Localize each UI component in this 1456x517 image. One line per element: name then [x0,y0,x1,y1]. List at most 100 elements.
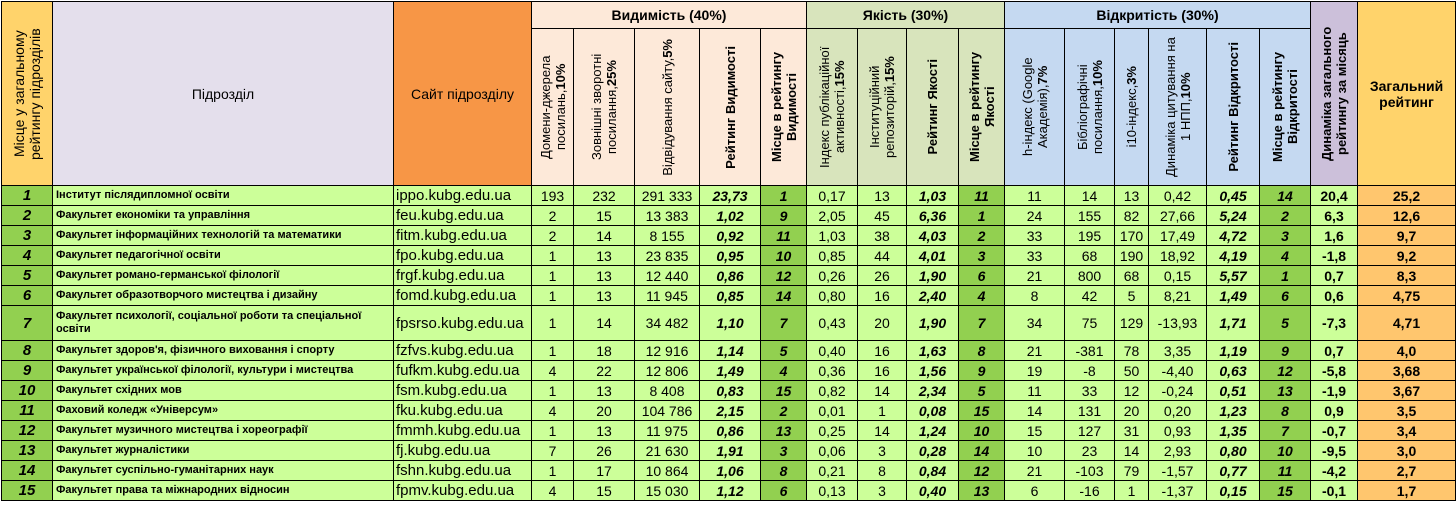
site-link[interactable]: fpsrso.kubg.edu.ua [393,305,532,341]
dynamics-cell: 0,6 [1310,285,1358,306]
site-link[interactable]: fzfvs.kubg.edu.ua [393,340,532,361]
site-link[interactable]: fshn.kubg.edu.ua [393,460,532,481]
visits-cell: 13 383 [634,205,700,226]
citation-dynamics-cell: 2,93 [1148,440,1207,461]
domains-cell: 1 [531,420,574,441]
publication-index-cell: 2,05 [806,205,858,226]
openness-place-cell: 4 [1259,245,1311,266]
bibliographic-cell: 75 [1064,305,1115,341]
visits-cell: 291 333 [634,185,700,206]
publication-index-cell: 0,06 [806,440,858,461]
domains-cell: 1 [531,340,574,361]
quality-rating-cell: 1,03 [906,185,959,206]
i10-index-cell: 12 [1114,380,1149,401]
i10-index-cell: 79 [1114,460,1149,481]
visibility-place-cell: 2 [760,400,807,421]
repository-cell: 38 [857,225,907,246]
site-link[interactable]: fomd.kubg.edu.ua [393,285,532,306]
dynamics-cell: -5,8 [1310,360,1358,381]
total-rating-cell: 12,6 [1357,205,1456,226]
rank-cell: 14 [1,460,53,481]
domains-cell: 1 [531,305,574,341]
quality-place-cell: 3 [958,245,1005,266]
backlinks-cell: 232 [573,185,635,206]
header-visibility-group: Видимість (40%) [531,1,807,29]
unit-cell: Факультет східних мов [52,380,394,401]
openness-place-cell: 13 [1259,380,1311,401]
site-link[interactable]: fufkm.kubg.edu.ua [393,360,532,381]
backlinks-cell: 13 [573,285,635,306]
backlinks-cell: 13 [573,265,635,286]
i10-index-cell: 5 [1114,285,1149,306]
quality-place-cell: 8 [958,340,1005,361]
citation-dynamics-cell: 0,93 [1148,420,1207,441]
site-link[interactable]: fj.kubg.edu.ua [393,440,532,461]
header-visibility-col-3: Рейтинг Видимості [699,28,761,186]
visits-cell: 23 835 [634,245,700,266]
site-link[interactable]: fku.kubg.edu.ua [393,400,532,421]
site-link[interactable]: feu.kubg.edu.ua [393,205,532,226]
repository-cell: 45 [857,205,907,226]
total-rating-cell: 4,71 [1357,305,1456,341]
h-index-cell: 33 [1004,245,1065,266]
citation-dynamics-cell: 0,20 [1148,400,1207,421]
header-visibility-col-4: Місце в рейтингу Видимості [760,28,807,186]
h-index-cell: 6 [1004,480,1065,501]
domains-cell: 7 [531,440,574,461]
site-link[interactable]: fpmv.kubg.edu.ua [393,480,532,501]
dynamics-cell: 1,6 [1310,225,1358,246]
bibliographic-cell: -103 [1064,460,1115,481]
bibliographic-cell: -8 [1064,360,1115,381]
openness-place-cell: 6 [1259,285,1311,306]
visibility-place-cell: 1 [760,185,807,206]
publication-index-cell: 0,85 [806,245,858,266]
total-rating-cell: 2,7 [1357,460,1456,481]
dynamics-cell: -7,3 [1310,305,1358,341]
quality-rating-cell: 1,63 [906,340,959,361]
table-row: 3 Факультет інформаційних технологій та м… [1,225,1456,246]
quality-rating-cell: 0,84 [906,460,959,481]
site-link[interactable]: fpo.kubg.edu.ua [393,245,532,266]
publication-index-cell: 0,36 [806,360,858,381]
header-quality-col-2: Рейтинг Якості [906,28,959,186]
visits-cell: 12 440 [634,265,700,286]
site-link[interactable]: fmmh.kubg.edu.ua [393,420,532,441]
h-index-cell: 8 [1004,285,1065,306]
visibility-rating-cell: 0,86 [699,420,761,441]
repository-cell: 44 [857,245,907,266]
i10-index-cell: 13 [1114,185,1149,206]
backlinks-cell: 26 [573,440,635,461]
bibliographic-cell: 68 [1064,245,1115,266]
repository-cell: 8 [857,460,907,481]
rank-cell: 13 [1,440,53,461]
site-link[interactable]: fitm.kubg.edu.ua [393,225,532,246]
visibility-rating-cell: 1,49 [699,360,761,381]
openness-place-cell: 8 [1259,400,1311,421]
site-link[interactable]: fsm.kubg.edu.ua [393,380,532,401]
quality-rating-cell: 6,36 [906,205,959,226]
openness-place-cell: 11 [1259,460,1311,481]
repository-cell: 26 [857,265,907,286]
header-visibility-col-1: Зовнішні зворотні посилання,25% [573,28,635,186]
visibility-place-cell: 10 [760,245,807,266]
rank-cell: 11 [1,400,53,421]
quality-place-cell: 5 [958,380,1005,401]
site-link[interactable]: ippo.kubg.edu.ua [393,185,532,206]
repository-cell: 16 [857,360,907,381]
visits-cell: 12 806 [634,360,700,381]
dynamics-cell: -0,1 [1310,480,1358,501]
unit-cell: Факультет романо-германської філології [52,265,394,286]
openness-rating-cell: 1,19 [1206,340,1260,361]
header-row-groups: Місце у загальному рейтингу підрозділів … [1,1,1456,186]
table-body: 1 Інститут післядипломної освіти ippo.kubg… [1,185,1456,501]
visibility-rating-cell: 0,95 [699,245,761,266]
total-rating-cell: 4,75 [1357,285,1456,306]
visibility-place-cell: 15 [760,380,807,401]
backlinks-cell: 15 [573,480,635,501]
header-total: Загальний рейтинг [1357,1,1456,186]
header-openness-col-2: i10-індекс,3% [1114,28,1149,186]
header-visibility-col-0: Домени-джерела посилань,10% [531,28,574,186]
bibliographic-cell: 127 [1064,420,1115,441]
site-link[interactable]: frgf.kubg.edu.ua [393,265,532,286]
table-row: 11 Фаховий коледж «Універсум» fku.kubg.edu… [1,400,1456,421]
